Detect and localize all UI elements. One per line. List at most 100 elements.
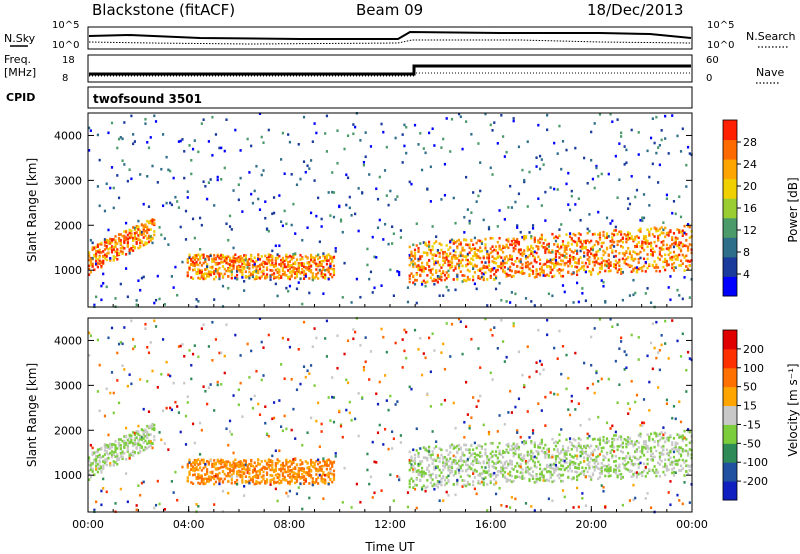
velocity-point <box>547 450 550 453</box>
power-point <box>530 249 533 253</box>
velocity-point <box>200 480 203 483</box>
velocity-point <box>479 394 482 398</box>
power-point <box>415 222 418 226</box>
power-point <box>632 238 635 242</box>
power-point <box>623 254 626 257</box>
velocity-point <box>241 471 244 474</box>
velocity-point <box>123 446 126 450</box>
velocity-point <box>123 451 126 455</box>
power-point <box>646 257 649 261</box>
velocity-point <box>510 460 513 463</box>
velocity-point <box>239 381 242 385</box>
power-point <box>209 265 212 269</box>
power-point <box>188 256 191 260</box>
power-point <box>424 251 427 255</box>
power-point <box>655 263 658 267</box>
velocity-point <box>510 496 513 499</box>
velocity-point <box>100 489 103 493</box>
velocity-point <box>188 349 191 352</box>
power-point <box>413 279 417 282</box>
power-point <box>528 170 531 174</box>
velocity-point <box>398 475 401 479</box>
power-point <box>479 269 482 272</box>
velocity-point <box>533 509 536 512</box>
power-point <box>290 265 293 269</box>
velocity-point <box>288 472 292 476</box>
power-point <box>410 252 413 255</box>
power-point <box>302 262 306 266</box>
power-point <box>260 255 263 258</box>
power-point <box>107 251 110 255</box>
power-point <box>100 260 103 264</box>
power-point <box>91 263 94 267</box>
power-point <box>227 286 230 290</box>
power-point <box>89 257 92 261</box>
velocity-point <box>294 475 297 479</box>
power-point <box>498 236 501 240</box>
velocity-point <box>477 347 480 350</box>
velocity-point <box>255 473 258 476</box>
power-point <box>216 178 219 182</box>
velocity-point <box>533 445 536 449</box>
power-point <box>309 268 313 272</box>
power-point <box>230 273 233 277</box>
power-point <box>503 218 506 221</box>
power-point <box>408 277 411 280</box>
velocity-point <box>197 463 200 466</box>
velocity-point <box>540 470 543 474</box>
velocity-point <box>556 455 559 458</box>
power-point <box>332 273 336 276</box>
power-point <box>482 278 485 282</box>
velocity-point <box>95 459 98 463</box>
power-point <box>315 262 318 266</box>
velocity-point <box>600 461 603 465</box>
power-point <box>479 277 482 280</box>
power-point <box>535 275 538 279</box>
power-point <box>144 243 147 246</box>
velocity-point <box>198 452 202 456</box>
velocity-point <box>272 401 276 404</box>
power-point <box>535 260 538 264</box>
power-point <box>560 253 563 257</box>
power-point <box>161 204 165 208</box>
velocity-point <box>306 369 309 373</box>
velocity-point <box>130 437 133 440</box>
velocity-point <box>237 388 240 392</box>
power-point <box>644 270 647 273</box>
power-point <box>257 256 260 260</box>
velocity-point <box>137 430 140 434</box>
power-point <box>530 300 533 303</box>
velocity-point <box>121 450 124 454</box>
power-point <box>450 255 454 259</box>
velocity-point <box>456 483 459 486</box>
power-point <box>301 267 304 271</box>
power-point <box>494 276 498 280</box>
power-point <box>413 257 417 260</box>
nave-series <box>89 72 691 77</box>
velocity-point <box>281 478 284 481</box>
velocity-point <box>246 471 249 474</box>
velocity-point <box>387 408 390 412</box>
power-point <box>641 266 644 269</box>
power-point <box>531 254 535 258</box>
power-point <box>676 237 679 240</box>
velocity-point <box>95 467 98 471</box>
velocity-point <box>294 466 297 469</box>
power-point <box>538 167 542 171</box>
power-point <box>459 243 462 246</box>
power-point <box>632 269 635 273</box>
power-point <box>241 274 244 277</box>
power-point <box>144 229 147 233</box>
velocity-point <box>257 463 260 466</box>
power-point <box>151 222 154 226</box>
power-point <box>214 263 218 266</box>
power-point <box>679 249 683 253</box>
velocity-point <box>450 462 454 466</box>
velocity-point <box>489 441 492 445</box>
power-point <box>221 260 225 264</box>
velocity-point <box>149 426 152 430</box>
velocity-point <box>223 472 226 476</box>
velocity-point <box>560 474 563 477</box>
power-point <box>533 250 536 254</box>
power-point <box>637 252 640 256</box>
